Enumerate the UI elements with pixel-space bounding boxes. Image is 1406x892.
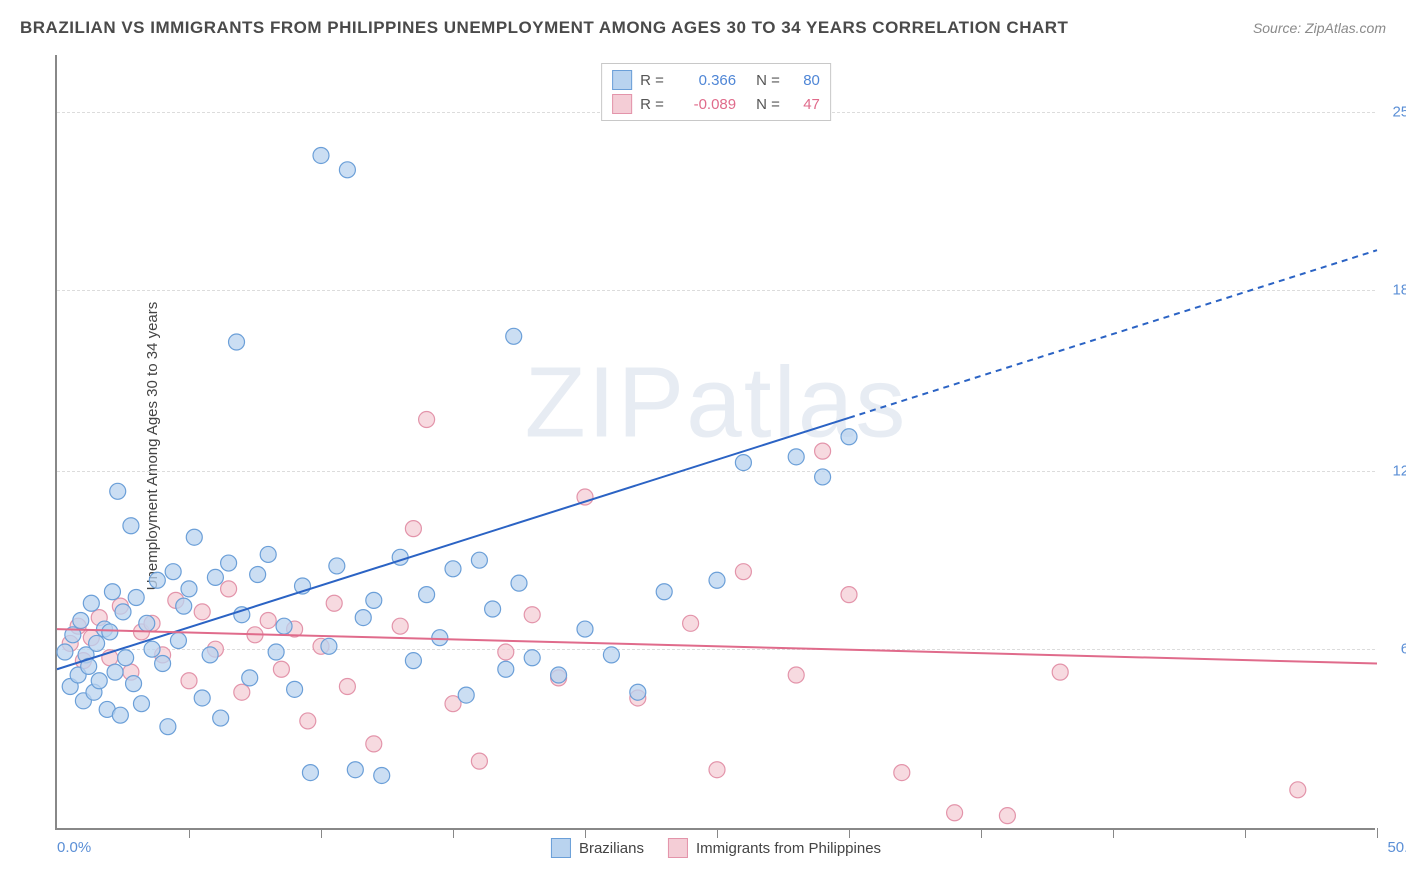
legend-label-b: Immigrants from Philippines [696,840,881,857]
legend-row-b: R = -0.089 N = 47 [612,92,820,116]
scatter-svg [57,55,1375,828]
source-attribution: Source: ZipAtlas.com [1253,20,1386,36]
correlation-legend: R = 0.366 N = 80 R = -0.089 N = 47 [601,63,831,121]
series-legend: Brazilians Immigrants from Philippines [551,838,881,858]
swatch-a-icon [612,70,632,90]
y-tick-label: 18.8% [1392,282,1406,299]
legend-item-a: Brazilians [551,838,644,858]
y-tick-label: 12.5% [1392,463,1406,480]
x-tick-label-max: 50.0% [1387,839,1406,856]
y-tick-label: 25.0% [1392,104,1406,121]
n-label: N = [756,96,780,113]
legend-label-a: Brazilians [579,840,644,857]
r-value-b: -0.089 [676,96,736,113]
plot-area: ZIPatlas 6.3%12.5%18.8%25.0% 0.0% 50.0% … [55,55,1375,830]
n-label: N = [756,72,780,89]
swatch-a-icon [551,838,571,858]
n-value-b: 47 [788,96,820,113]
legend-item-b: Immigrants from Philippines [668,838,881,858]
chart-title: BRAZILIAN VS IMMIGRANTS FROM PHILIPPINES… [20,18,1068,38]
n-value-a: 80 [788,72,820,89]
r-label: R = [640,96,668,113]
r-label: R = [640,72,668,89]
swatch-b-icon [668,838,688,858]
legend-row-a: R = 0.366 N = 80 [612,68,820,92]
y-tick-label: 6.3% [1401,641,1406,658]
swatch-b-icon [612,94,632,114]
x-tick-label-min: 0.0% [57,839,91,856]
r-value-a: 0.366 [676,72,736,89]
